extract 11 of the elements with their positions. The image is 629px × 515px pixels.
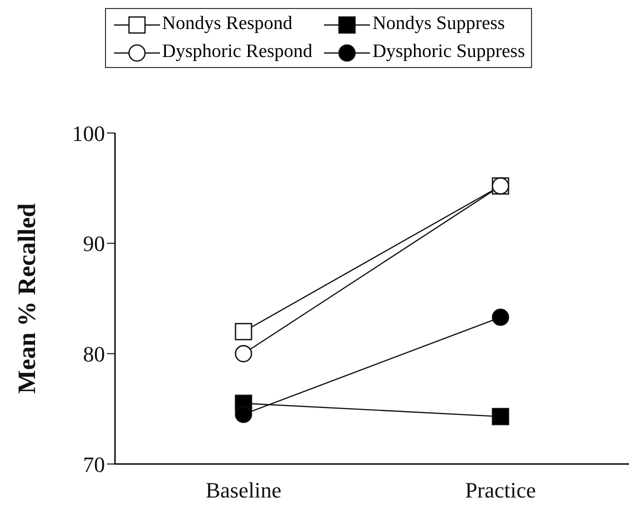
- y-axis-title: Mean % Recalled: [14, 203, 41, 394]
- x-tick-label: Baseline: [206, 478, 282, 503]
- legend-label: Nondys Suppress: [372, 13, 505, 34]
- y-tick-label: 70: [83, 452, 105, 477]
- y-tick-label: 80: [83, 341, 105, 366]
- x-tick-label: Practice: [465, 478, 536, 503]
- legend-label: Nondys Respond: [162, 13, 292, 34]
- y-tick-label: 90: [83, 231, 105, 256]
- legend-label: Dysphoric Suppress: [372, 41, 525, 62]
- legend-label: Dysphoric Respond: [162, 41, 312, 62]
- y-tick-label: 100: [72, 120, 105, 146]
